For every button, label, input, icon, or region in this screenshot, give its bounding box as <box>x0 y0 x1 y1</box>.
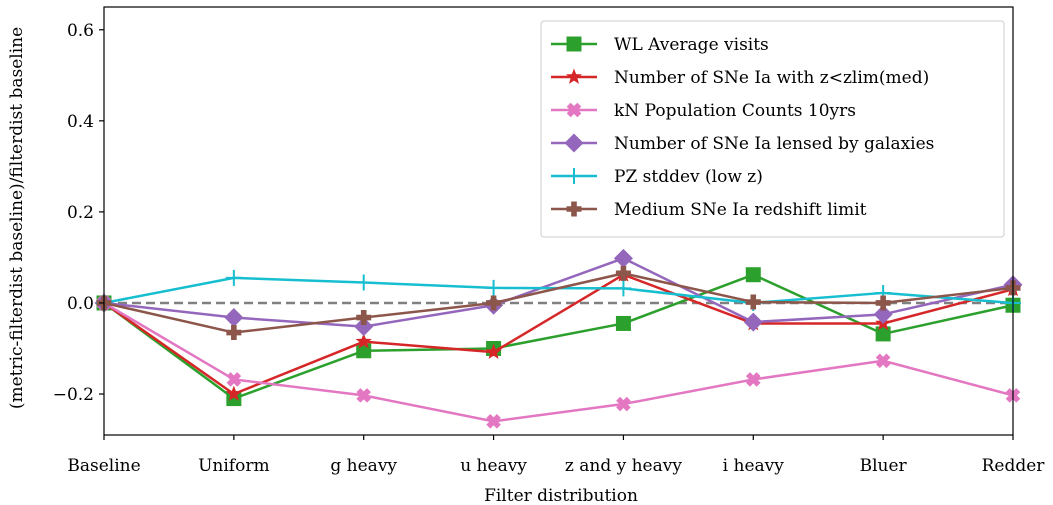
legend-entry-0: WL Average visits <box>551 35 769 55</box>
y-tick-label: −0.2 <box>53 385 94 405</box>
data-point <box>356 388 371 403</box>
legend-entry-3: Number of SNe Ia lensed by galaxies <box>551 133 934 154</box>
data-point <box>485 343 502 360</box>
data-point <box>486 295 502 311</box>
series-layer <box>94 248 1023 429</box>
legend-marker <box>566 168 582 184</box>
legend-entry-2: kN Population Counts 10yrs <box>551 101 856 121</box>
plot-frame <box>103 6 1014 436</box>
data-point <box>875 326 891 342</box>
data-point <box>356 310 372 326</box>
legend-label: WL Average visits <box>614 35 769 55</box>
legend-label: Number of SNe Ia with z<zlim(med) <box>614 68 929 88</box>
data-point <box>355 333 372 349</box>
data-point <box>745 267 761 283</box>
legend-entry-1: Number of SNe Ia with z<zlim(med) <box>551 68 929 88</box>
legend: WL Average visits Number of SNe Ia with z… <box>540 20 1005 238</box>
data-point <box>616 396 631 412</box>
x-tick-label: Bluer <box>860 456 908 476</box>
data-point <box>485 279 502 296</box>
y-tick-label: 0.2 <box>67 203 94 223</box>
series-line <box>103 272 1014 334</box>
x-tick-label: Uniform <box>198 456 270 476</box>
data-point <box>875 295 891 311</box>
data-point <box>615 315 631 331</box>
legend-label: kN Population Counts 10yrs <box>614 101 856 121</box>
x-tick-label: i heavy <box>723 456 785 476</box>
legend-marker <box>566 36 582 52</box>
data-point <box>486 414 501 429</box>
legend-marker <box>566 102 582 118</box>
axes-layer: −0.2 0.0 0.2 0.4 0.6 Baseline Uniform g heavy u … <box>53 6 1046 476</box>
data-point <box>745 294 761 310</box>
series-2 <box>96 295 1021 429</box>
x-tick-label: z and y heavy <box>565 456 682 476</box>
data-point <box>226 325 242 341</box>
y-tick-label: 0.0 <box>67 294 94 314</box>
data-point <box>354 317 374 337</box>
data-point <box>873 304 893 324</box>
legend-marker <box>564 133 584 153</box>
data-point <box>743 312 763 332</box>
data-point <box>746 372 761 387</box>
data-point <box>224 308 244 328</box>
legend-entry-4: PZ stddev (low z) <box>551 167 763 187</box>
x-tick-label: Baseline <box>67 456 140 476</box>
data-point <box>225 269 242 286</box>
legend-box <box>540 20 1005 238</box>
data-point <box>615 280 632 297</box>
legend-label: Medium SNe Ia redshift limit <box>614 200 867 220</box>
y-tick-label: 0.4 <box>67 112 94 132</box>
data-point <box>225 385 242 401</box>
legend-marker <box>566 201 582 217</box>
series-3 <box>94 248 1023 337</box>
y-tick-label: 0.6 <box>67 21 94 41</box>
x-tick-label: Redder <box>982 456 1046 476</box>
data-point <box>355 274 372 291</box>
series-line <box>103 257 1014 328</box>
data-point <box>615 265 631 281</box>
data-point <box>613 248 633 268</box>
data-point <box>356 343 372 359</box>
legend-label: Number of SNe Ia lensed by galaxies <box>614 134 934 154</box>
series-line <box>103 273 1014 396</box>
legend-entry-5: Medium SNe Ia redshift limit <box>551 200 867 220</box>
x-axis-label: Filter distribution <box>484 486 638 505</box>
series-line <box>103 301 1014 423</box>
legend-marker <box>565 68 583 84</box>
data-point <box>226 372 242 387</box>
legend-label: PZ stddev (low z) <box>614 167 763 187</box>
x-tick-label: g heavy <box>330 456 397 476</box>
y-axis-label: (metric-filterdist baseline)/filterdist … <box>7 27 27 409</box>
data-point <box>875 353 891 369</box>
x-tick-label: u heavy <box>460 456 527 476</box>
